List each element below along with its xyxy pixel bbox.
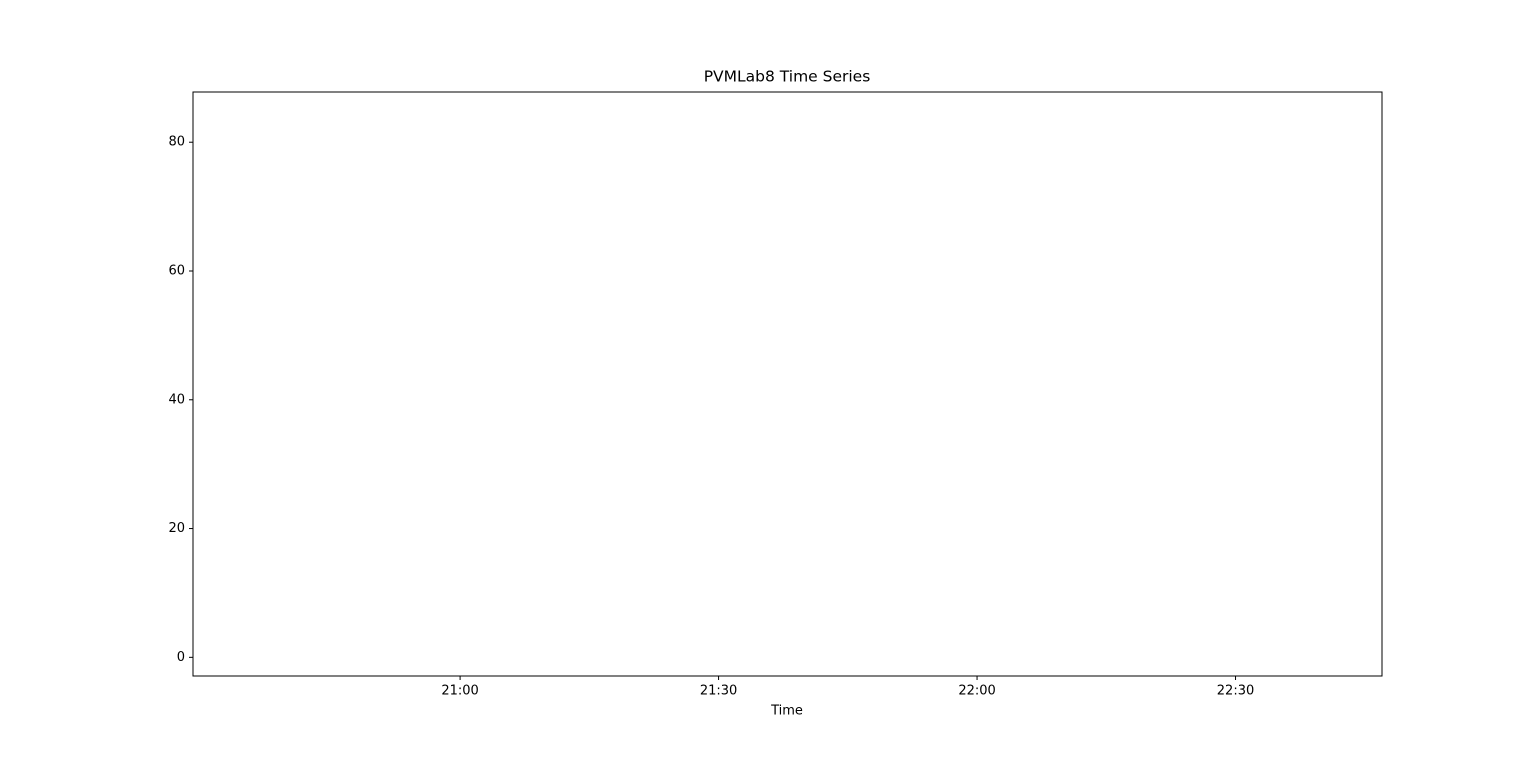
chart-title: PVMLab8 Time Series [704,68,871,86]
plot-frame [192,91,1383,677]
y-tick-label: 80 [168,135,185,150]
y-tick-label: 0 [177,650,185,665]
y-tick-label: 40 [168,392,185,407]
x-tick-label: 22:00 [958,684,995,699]
x-tick-label: 22:30 [1217,684,1254,699]
y-tick-label: 60 [168,263,185,278]
x-tick-label: 21:30 [700,684,737,699]
x-axis-label: Time [770,704,803,719]
y-tick-label: 20 [168,521,185,536]
x-tick-label: 21:00 [441,684,478,699]
